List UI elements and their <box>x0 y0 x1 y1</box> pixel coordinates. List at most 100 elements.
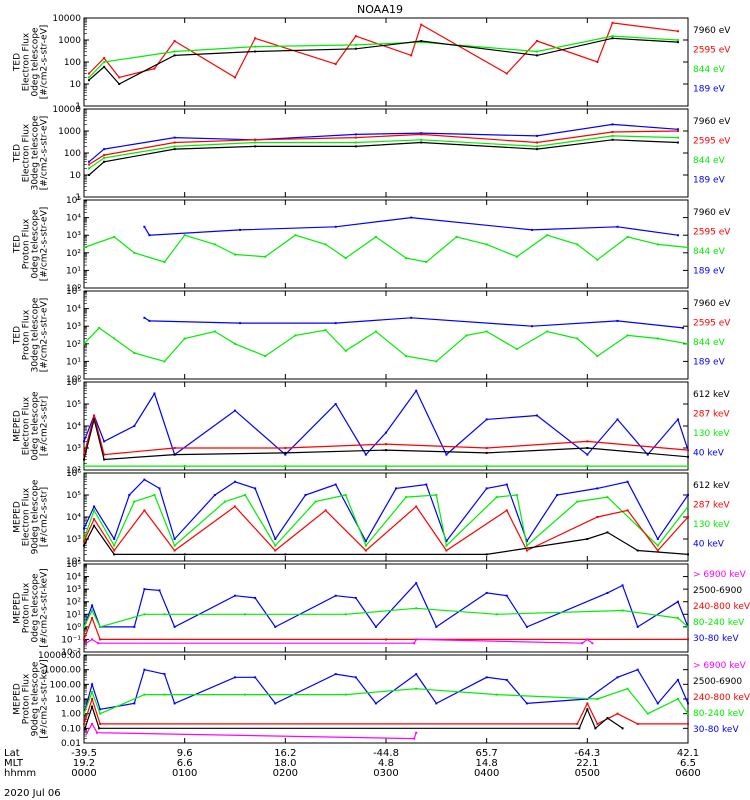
data-point <box>646 453 649 456</box>
data-point <box>415 607 418 610</box>
data-point <box>364 549 367 552</box>
legend-entry: 240-800 keV <box>693 602 750 612</box>
data-point <box>636 668 639 671</box>
data-point <box>415 673 418 676</box>
data-point <box>103 160 106 163</box>
data-point <box>118 83 121 85</box>
data-point <box>83 453 85 456</box>
data-point <box>83 544 85 547</box>
data-point <box>83 540 85 543</box>
data-point <box>621 584 624 587</box>
panel-ted-p-30: 10⁰ 10¹ 10² 10³ 10⁴ 10⁵ TEDProton Flux30deg te… <box>13 287 732 385</box>
data-point <box>239 228 242 231</box>
data-point <box>158 589 161 592</box>
y-axis-label: TEDElectron Flux0deg telescope[#/cm2-s-s… <box>13 25 50 100</box>
data-point <box>410 216 413 219</box>
data-point <box>536 50 538 53</box>
legend-entry: 7960 eV <box>693 208 731 218</box>
data-point <box>173 50 176 53</box>
data-point <box>173 148 176 151</box>
data-point <box>234 505 236 508</box>
y-axis-label-line: [#/cm2-s-str-eV] <box>40 25 50 100</box>
data-point <box>676 41 679 44</box>
data-point <box>445 453 448 456</box>
data-point <box>611 35 614 38</box>
legend-entry: 287 keV <box>693 500 730 510</box>
data-point <box>99 625 102 628</box>
x-tick-label-mlt: 22.1 <box>576 758 598 769</box>
data-point <box>505 594 508 597</box>
data-point <box>374 330 377 333</box>
data-point <box>687 516 689 518</box>
panel-meped-p-0: 10⁻² 10⁻¹ 10⁰ 10¹ 10² 10³ 10⁴ 10⁵ MEPEDProton Fl… <box>13 560 750 658</box>
data-point <box>445 549 448 552</box>
y-axis-label-line: Electron Flux <box>22 396 32 455</box>
data-point <box>413 642 416 645</box>
data-point <box>586 453 589 456</box>
data-point <box>334 483 337 486</box>
data-point <box>113 549 116 552</box>
data-point <box>354 47 357 50</box>
data-point <box>485 243 488 246</box>
y-tick-label: 10⁻² <box>61 648 81 658</box>
data-point <box>687 553 689 556</box>
data-point <box>91 705 94 708</box>
data-point <box>143 225 146 228</box>
data-point <box>88 160 91 163</box>
data-point <box>495 613 498 616</box>
data-point <box>294 334 297 337</box>
data-point <box>385 638 387 641</box>
data-point <box>98 727 101 730</box>
data-point <box>173 702 176 705</box>
data-point <box>99 722 102 725</box>
legend-entry: 2500-6900 <box>693 586 742 596</box>
data-point <box>86 731 89 734</box>
data-point <box>596 722 599 725</box>
y-tick-label: 10² <box>66 249 81 259</box>
data-point <box>420 41 423 44</box>
data-point <box>244 613 247 616</box>
y-tick-label: 10⁰ <box>66 623 81 633</box>
data-point <box>455 235 458 238</box>
data-point <box>505 509 508 512</box>
data-point <box>91 604 94 607</box>
data-point <box>93 505 96 508</box>
series-line-1 <box>88 130 678 166</box>
x-tick-label-lat: 65.7 <box>476 748 498 759</box>
panel-meped-p-90: 0.010.101.0010.00100.001000.0010000.00ME… <box>13 651 750 749</box>
data-point <box>616 319 619 322</box>
y-axis-label: TEDProton Flux30deg telescope[#/cm2-s-st… <box>13 297 50 372</box>
y-tick-label: 10¹ <box>66 610 81 620</box>
data-point <box>143 668 146 671</box>
legend-entry: 612 keV <box>693 390 730 400</box>
data-point <box>113 544 116 547</box>
legend-entry: 40 keV <box>693 448 725 458</box>
y-tick-label: 100 <box>64 149 81 159</box>
data-point <box>405 355 408 358</box>
data-point <box>405 496 408 499</box>
data-point <box>254 145 257 148</box>
data-point <box>676 418 679 421</box>
data-point <box>687 722 689 725</box>
x-tick-label-mlt: 19.2 <box>73 758 95 769</box>
data-point <box>133 702 136 705</box>
data-point <box>354 35 357 38</box>
data-point <box>103 154 106 157</box>
data-point <box>354 141 357 144</box>
data-point <box>611 134 614 137</box>
legend-entry: 2500-6900 <box>693 677 742 687</box>
data-point <box>334 403 337 405</box>
data-point <box>103 156 106 159</box>
y-tick-label: 10⁵ <box>66 491 81 501</box>
data-point <box>594 727 597 730</box>
y-axis-label-line: Electron Flux <box>22 487 32 546</box>
y-tick-label: 10³ <box>66 444 81 454</box>
y-axis-label-line: 0deg telescope <box>31 391 41 461</box>
data-point <box>385 465 387 468</box>
data-point <box>586 440 589 443</box>
data-point <box>234 409 236 412</box>
y-axis-label-line: [#/cm2-s-str] <box>40 396 50 456</box>
x-row-label: MLT <box>4 758 24 769</box>
